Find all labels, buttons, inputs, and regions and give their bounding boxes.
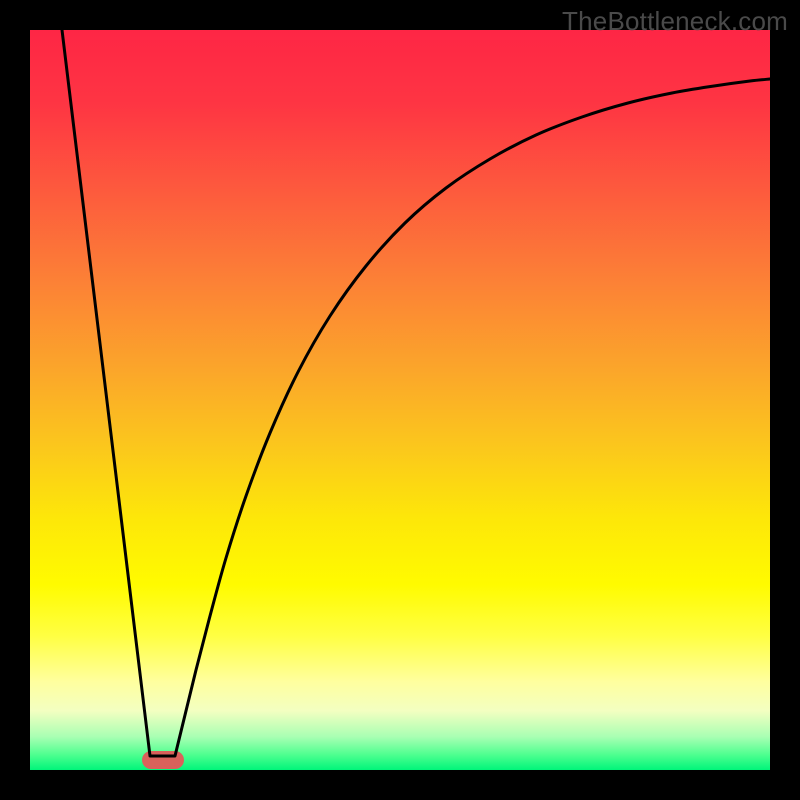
bottleneck-chart — [0, 0, 800, 800]
chart-root: TheBottleneck.com — [0, 0, 800, 800]
watermark-label: TheBottleneck.com — [562, 6, 788, 37]
chart-background — [30, 30, 770, 770]
